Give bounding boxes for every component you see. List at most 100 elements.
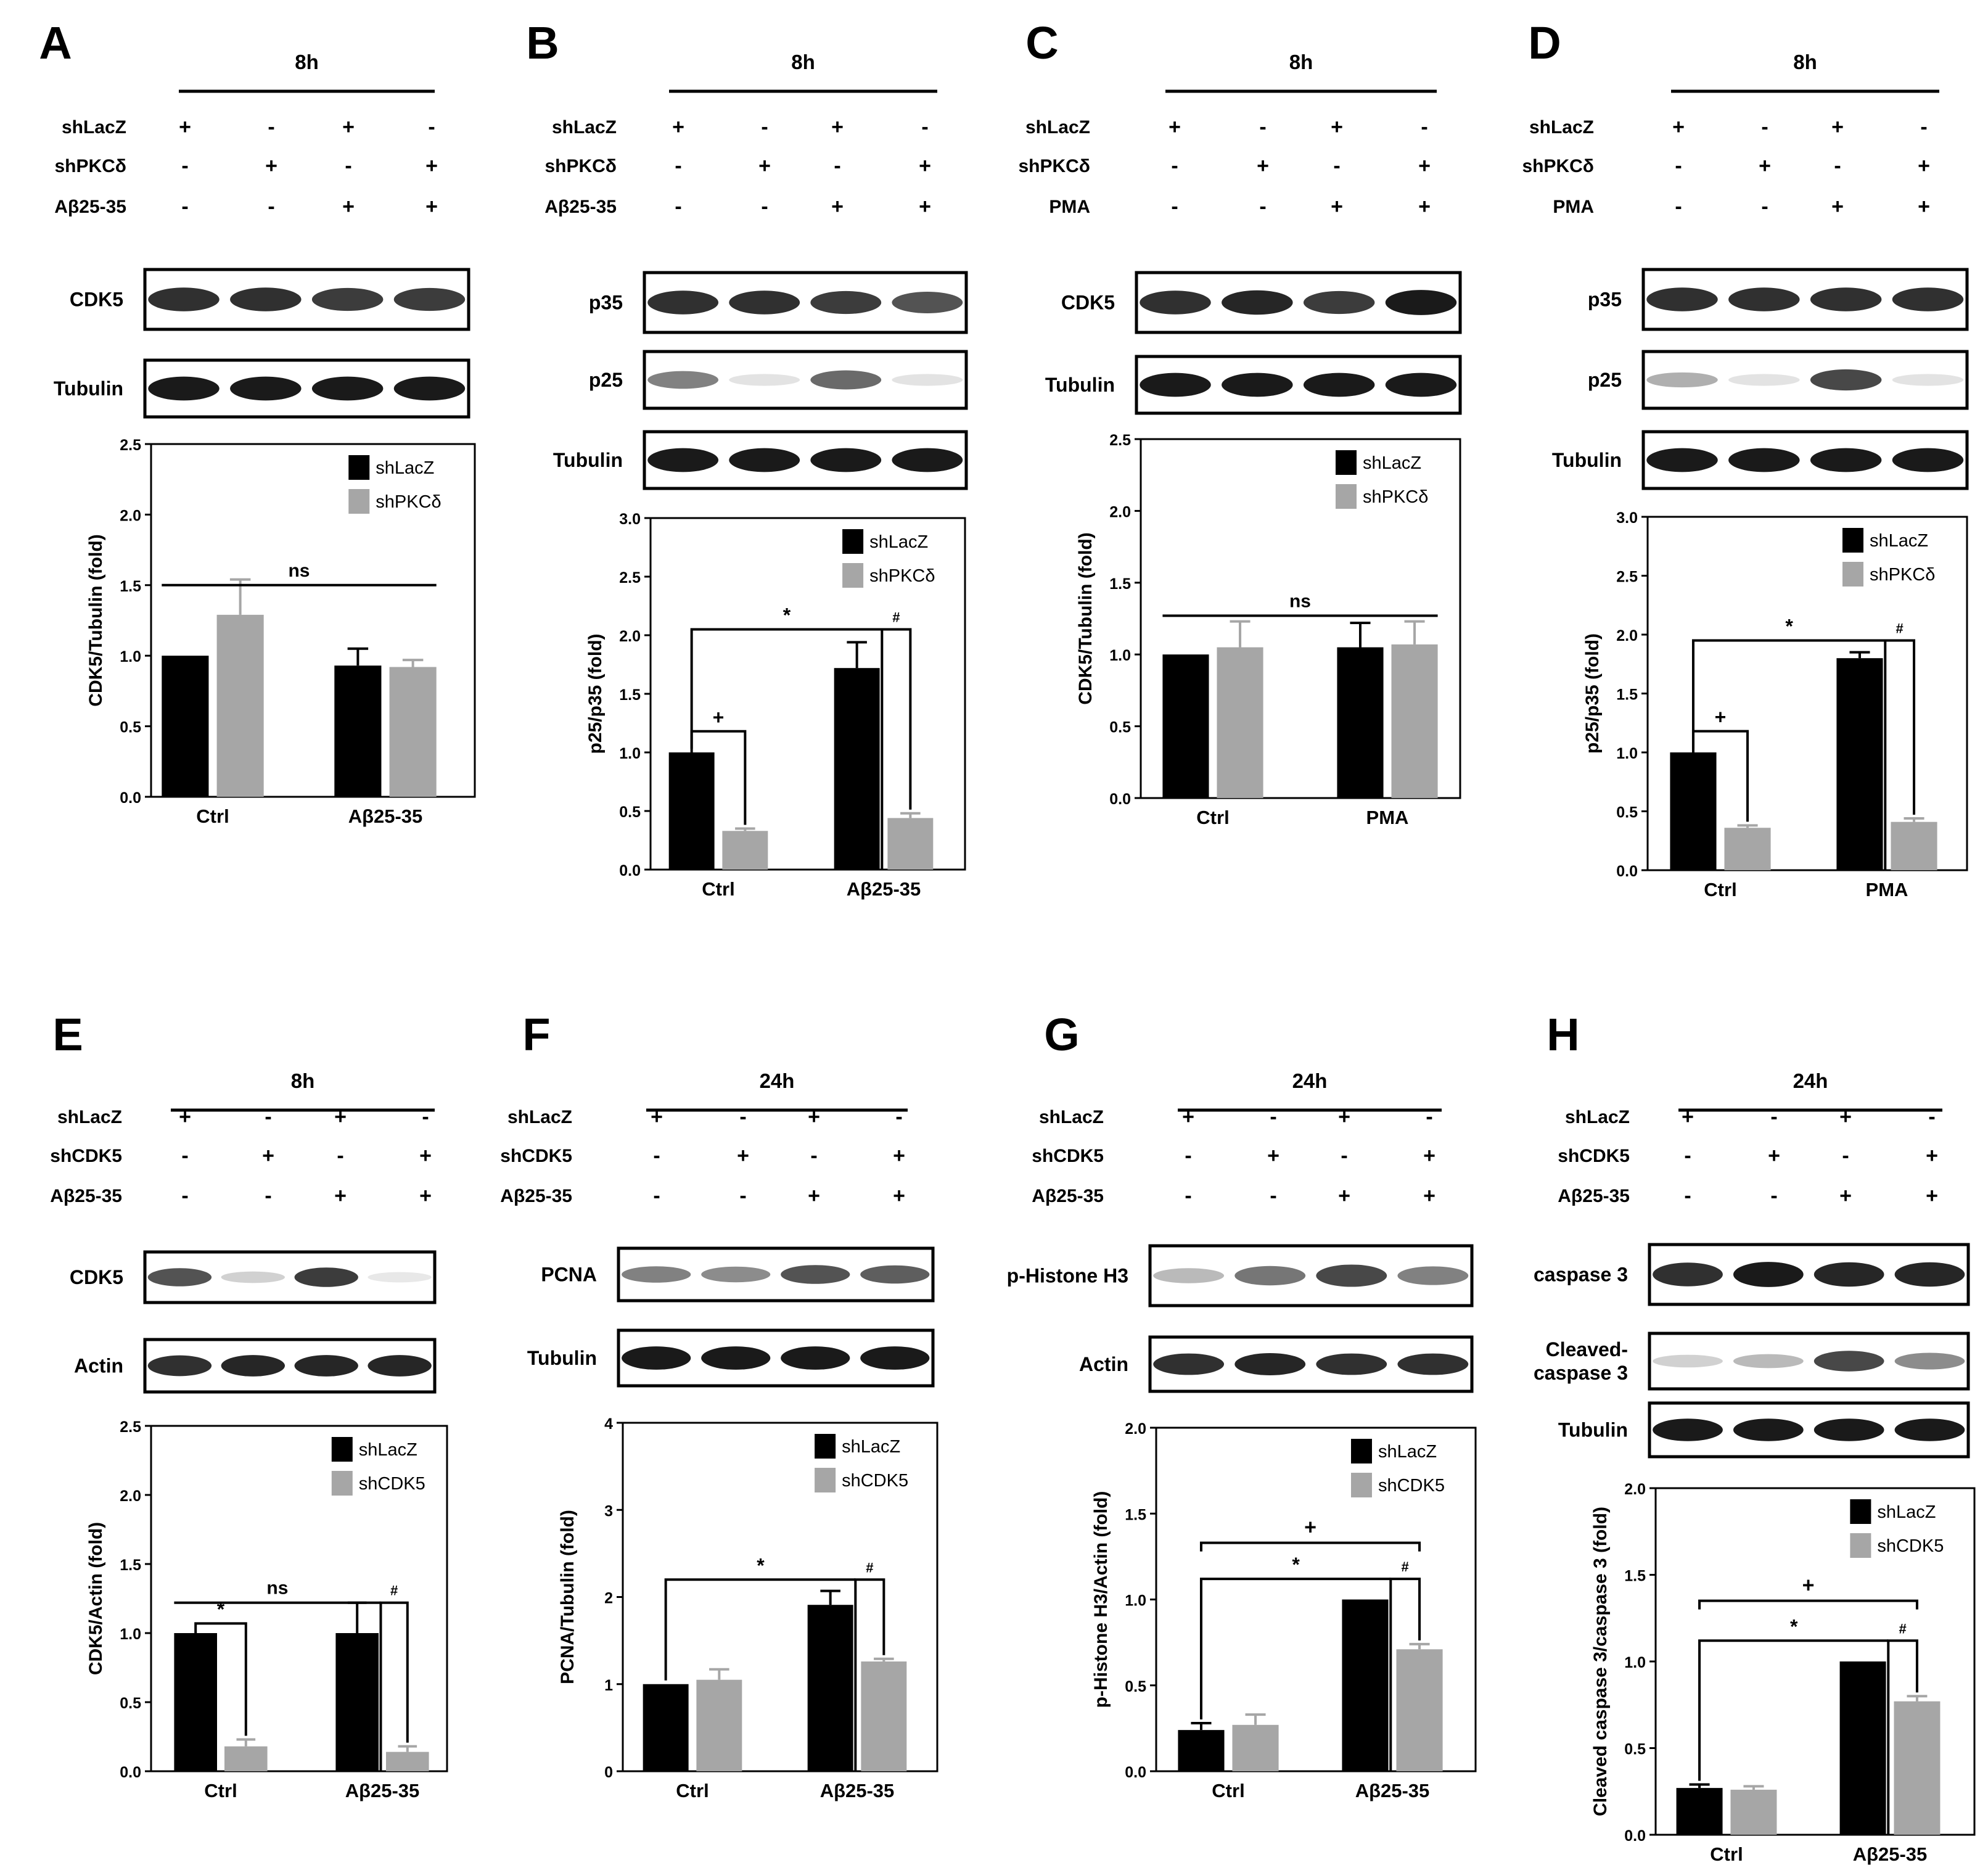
band xyxy=(1653,1418,1723,1441)
minus-sign: - xyxy=(810,1144,817,1167)
x-category-label: Aβ25-35 xyxy=(1853,1843,1928,1865)
blot-tubulin: Tubulin xyxy=(1552,430,1969,490)
band xyxy=(393,376,466,401)
band xyxy=(647,371,719,389)
minus-sign: - xyxy=(1341,1144,1347,1167)
blot-label: Tubulin xyxy=(1558,1419,1628,1441)
y-tick-label: 2.0 xyxy=(1109,503,1131,521)
plus-sign: + xyxy=(265,154,277,178)
band xyxy=(1234,1353,1306,1375)
legend-swatch xyxy=(815,1434,836,1459)
timepoint-label: 8h xyxy=(295,51,319,73)
minus-sign: - xyxy=(428,115,435,139)
legend-label: shLacZ xyxy=(1870,531,1928,551)
bar xyxy=(334,665,382,797)
legend-label: shPKCδ xyxy=(1870,565,1935,585)
minus-sign: - xyxy=(834,154,840,178)
blot-label: p25 xyxy=(1588,369,1622,391)
y-tick-label: 0.5 xyxy=(1616,804,1638,821)
y-tick-label: 1.0 xyxy=(1109,647,1131,664)
bar xyxy=(1730,1789,1777,1835)
band xyxy=(1733,1262,1804,1287)
band xyxy=(147,1355,212,1377)
significance-bracket xyxy=(854,1578,885,1771)
band xyxy=(148,287,220,311)
minus-sign: - xyxy=(422,1105,429,1129)
band xyxy=(1813,1418,1884,1441)
timepoint-label: 8h xyxy=(1289,51,1313,73)
condition-label: shLacZ xyxy=(62,117,126,138)
blot-label: CDK5 xyxy=(70,289,123,311)
x-category-label: Aβ25-35 xyxy=(820,1780,895,1801)
legend-swatch xyxy=(1350,1439,1372,1463)
minus-sign: - xyxy=(337,1144,343,1167)
band xyxy=(1140,373,1211,397)
condition-label: Aβ25-35 xyxy=(1032,1186,1104,1206)
bar xyxy=(335,1633,379,1771)
blot-p-histone-h3: p-Histone H3 xyxy=(1007,1244,1474,1307)
band xyxy=(1316,1264,1387,1287)
plus-sign: + xyxy=(1169,115,1181,139)
y-tick-label: 3.0 xyxy=(619,511,641,528)
minus-sign: - xyxy=(675,195,681,218)
blot-tubulin: Tubulin xyxy=(1045,355,1462,415)
band xyxy=(701,1266,771,1283)
bar xyxy=(1178,1730,1225,1771)
y-axis-label: PCNA/Tubulin (fold) xyxy=(557,1510,578,1684)
chart-e: 0.0 0.5 1.0 1.5 2.0 2.5 CDK5/Actin (fold) Ctrl A… xyxy=(86,1418,448,1801)
band xyxy=(729,448,800,472)
bar xyxy=(386,1752,429,1771)
minus-sign: - xyxy=(265,1184,271,1208)
bar xyxy=(1337,647,1384,798)
blot-p25: p25 xyxy=(1588,350,1969,410)
band xyxy=(1728,448,1800,472)
y-tick-label: 2.5 xyxy=(120,437,141,454)
significance-label: # xyxy=(1402,1559,1409,1575)
band xyxy=(892,374,963,386)
legend-swatch xyxy=(1335,450,1357,475)
y-axis-label: p-Histone H3/Actin (fold) xyxy=(1091,1491,1111,1708)
y-tick-label: 0.0 xyxy=(619,862,641,879)
blot-cleaved-caspase-3: Cleaved-caspase 3 xyxy=(1534,1332,1970,1391)
timepoint-label: 8h xyxy=(1793,51,1817,73)
blot-label: Tubulin xyxy=(527,1347,597,1369)
blot-label: CDK5 xyxy=(70,1266,123,1288)
band xyxy=(729,374,800,386)
plus-sign: + xyxy=(651,1105,663,1129)
band xyxy=(1646,287,1718,311)
panel-e: E 8h shLacZ + - + - shCDK5 - + - + Aβ25-35 - - + + CDK5 Ac… xyxy=(50,1009,437,1394)
minus-sign: - xyxy=(1185,1144,1191,1167)
band xyxy=(1892,374,1964,386)
bar xyxy=(1891,821,1937,870)
band xyxy=(1222,373,1293,397)
band xyxy=(1894,1262,1965,1287)
chart-b: 0.0 0.5 1.0 1.5 2.0 2.5 3.0 p25/p35 (fold) Ctrl A… xyxy=(585,511,966,900)
band xyxy=(1653,1262,1723,1286)
plus-sign: + xyxy=(1839,1184,1852,1208)
minus-sign: - xyxy=(1426,1105,1432,1129)
y-tick-label: 0 xyxy=(604,1764,613,1781)
minus-sign: - xyxy=(181,1184,188,1208)
band xyxy=(230,376,302,401)
plus-sign: + xyxy=(334,1105,347,1129)
y-tick-label: 0.0 xyxy=(120,1764,141,1781)
bar xyxy=(807,1605,853,1771)
bar xyxy=(1839,1661,1886,1835)
condition-label: PMA xyxy=(1049,197,1090,217)
band xyxy=(860,1346,930,1370)
bar xyxy=(389,667,437,797)
significance-bracket xyxy=(881,628,912,870)
bar xyxy=(162,656,209,797)
plot-frame xyxy=(1140,438,1461,799)
legend-label: shCDK5 xyxy=(1877,1536,1944,1556)
significance-label: # xyxy=(390,1583,398,1599)
band xyxy=(368,1355,432,1377)
condition-label: Aβ25-35 xyxy=(1558,1186,1630,1206)
timepoint-label: 24h xyxy=(760,1069,795,1092)
legend-swatch xyxy=(348,489,370,514)
y-tick-label: 1.5 xyxy=(1109,575,1131,593)
band xyxy=(221,1355,285,1377)
band xyxy=(1385,373,1457,397)
plus-sign: + xyxy=(1338,1184,1350,1208)
band xyxy=(230,287,302,311)
